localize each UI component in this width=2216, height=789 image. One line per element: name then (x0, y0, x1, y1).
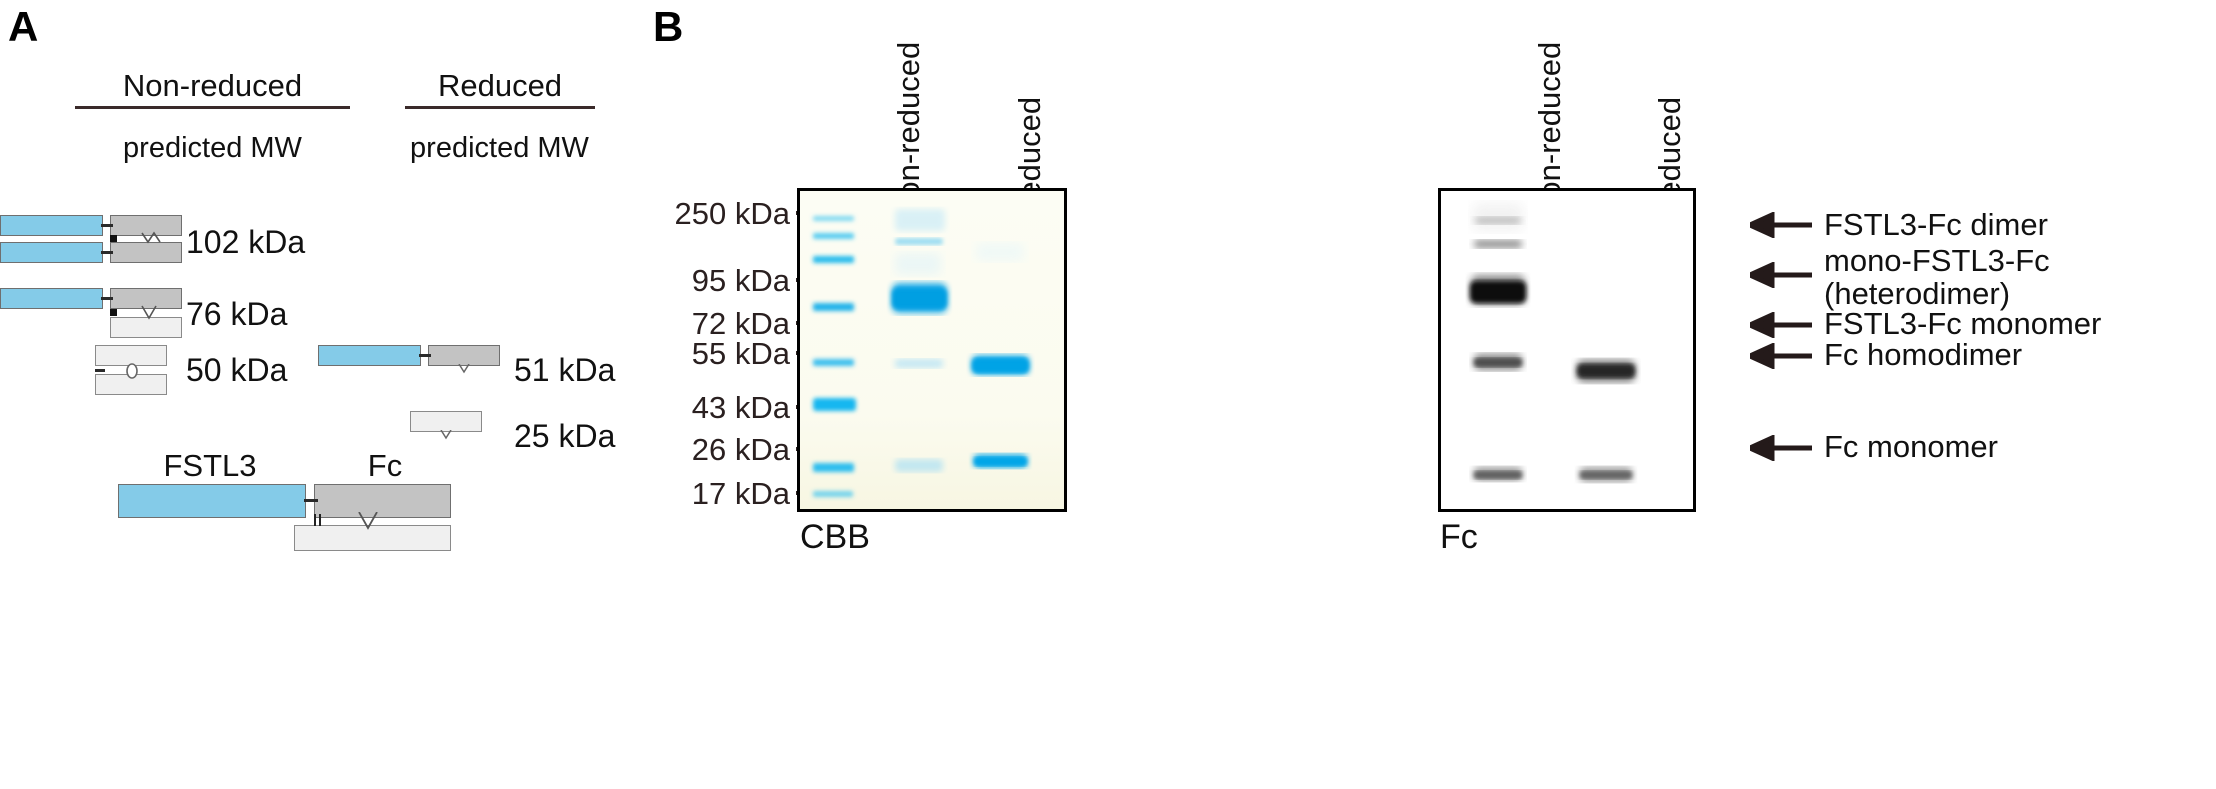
construct-51kda (318, 345, 508, 374)
mw-marker-17: 17 kDa (691, 476, 790, 511)
construct-76kda (0, 288, 182, 340)
mw-label-50: 50 kDa (186, 352, 288, 388)
fstl3-segment (118, 484, 306, 518)
hinge-disulfide-icon (314, 514, 321, 526)
annot-label-heterodimer: (heterodimer) (1824, 276, 2011, 311)
linker (101, 297, 113, 300)
panel-a-column-subtitle-reduced: predicted MW (410, 132, 589, 164)
construct-50kda (95, 345, 195, 397)
annot-arrow-dimer-icon (1750, 212, 1812, 238)
annot-label-fstl3-fc-dimer: FSTL3-Fc dimer (1824, 207, 2048, 242)
disulfide-stub-icon (440, 430, 452, 440)
fc-segment (314, 484, 451, 518)
legend-label-fc: Fc (367, 448, 403, 483)
disulfide-bond-icon (358, 512, 378, 530)
annot-arrow-fc-homodimer-icon (1750, 343, 1812, 369)
disulfide-bond-icon (141, 305, 157, 320)
fc-segment-light (110, 317, 182, 338)
mw-marker-72: 72 kDa (691, 306, 790, 341)
linker (95, 369, 105, 372)
fc-bottom-label: Fc (1440, 518, 1478, 556)
annot-label-mono-fstl3-fc: mono-FSTL3-Fc (1824, 243, 2050, 278)
linker (304, 499, 318, 502)
annot-label-fc-homodimer: Fc homodimer (1824, 337, 2023, 372)
panel-a-letter: A (8, 3, 39, 50)
mw-label-102: 102 kDa (186, 224, 306, 260)
fc-segment (428, 345, 500, 366)
fstl3-segment (0, 215, 103, 236)
annot-label-fstl3-fc-monomer: FSTL3-Fc monomer (1824, 306, 2102, 341)
panel-a-column-title-nonreduced: Non-reduced (122, 68, 303, 103)
fc-blot-svg (1441, 191, 1693, 509)
cbb-gel-svg (800, 191, 1064, 509)
panel-a-column-title-reduced: Reduced (437, 68, 563, 103)
construct-25kda (410, 411, 510, 440)
annot-arrow-heterodimer-icon (1750, 262, 1812, 288)
linker (101, 251, 113, 254)
cbb-bottom-label: CBB (800, 518, 870, 556)
panel-a-column-subtitle-nonreduced: predicted MW (123, 132, 302, 164)
construct-legend (118, 484, 458, 551)
hinge-dot (110, 235, 117, 242)
panel-a-column-rule-nonreduced (75, 106, 350, 109)
fc-segment-light (410, 411, 482, 432)
mw-label-51: 51 kDa (514, 352, 616, 388)
construct-102kda (0, 215, 182, 265)
annot-arrow-monomer-icon (1750, 312, 1812, 338)
legend-label-fstl3: FSTL3 (163, 448, 257, 483)
panel-b-letter: B (653, 3, 684, 50)
mw-marker-26: 26 kDa (691, 432, 790, 467)
linker (419, 354, 431, 357)
fstl3-segment (318, 345, 421, 366)
hinge-dot (110, 309, 117, 316)
disulfide-bond-icon (126, 363, 138, 379)
disulfide-stub-icon (458, 364, 470, 374)
mw-marker-55: 55 kDa (691, 336, 790, 371)
cbb-gel-image (797, 188, 1067, 512)
mw-label-25: 25 kDa (514, 418, 616, 454)
mw-label-76: 76 kDa (186, 296, 288, 332)
fstl3-segment (0, 242, 103, 263)
fc-segment (110, 242, 182, 263)
mw-marker-43: 43 kDa (691, 390, 790, 425)
fstl3-segment (0, 288, 103, 309)
linker (101, 224, 113, 227)
mw-marker-250: 250 kDa (674, 196, 790, 231)
annot-arrow-fc-monomer-icon (1750, 435, 1812, 461)
mw-marker-95: 95 kDa (691, 263, 790, 298)
annot-label-fc-monomer: Fc monomer (1824, 429, 1998, 464)
disulfide-bond-icon (141, 231, 161, 244)
fc-segment-light (294, 525, 451, 551)
panel-a-column-rule-reduced (405, 106, 595, 109)
fc-blot-image (1438, 188, 1696, 512)
